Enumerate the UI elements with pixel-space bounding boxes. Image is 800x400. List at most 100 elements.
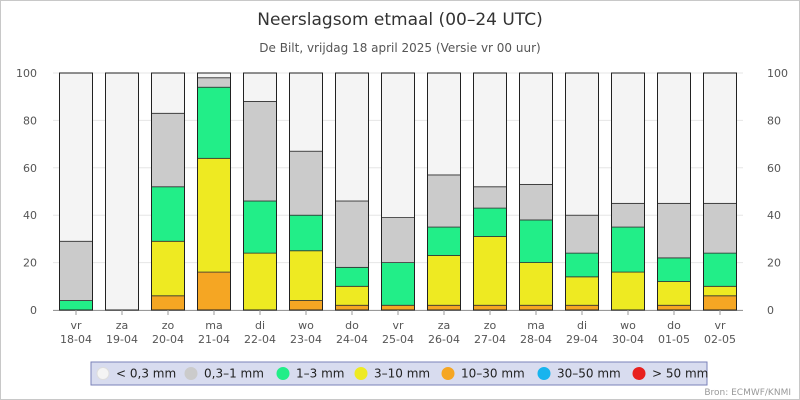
bar-segment[interactable] — [427, 174, 461, 228]
bar-segment[interactable] — [611, 202, 645, 228]
bar-segment[interactable] — [611, 271, 645, 311]
bar-segment[interactable] — [703, 295, 737, 311]
bar-segment[interactable] — [703, 252, 737, 287]
legend-item[interactable]: 3–10 mm — [354, 367, 430, 381]
bar-segment[interactable] — [611, 72, 645, 204]
bar-segment[interactable] — [197, 271, 231, 311]
legend-item[interactable]: 1–3 mm — [276, 367, 344, 381]
bar-segment[interactable] — [243, 101, 277, 202]
bar-segment[interactable] — [519, 262, 553, 306]
bar-segment[interactable] — [151, 72, 185, 114]
bar-segment[interactable] — [243, 252, 277, 311]
legend-item[interactable]: < 0,3 mm — [96, 367, 176, 381]
bar-segment[interactable] — [565, 214, 599, 254]
bar-segment[interactable] — [151, 186, 185, 242]
y-tick-label-right: 40 — [767, 209, 781, 222]
bar-stack-22-04[interactable] — [243, 72, 277, 311]
bar-stack-30-04[interactable] — [611, 72, 645, 311]
bar-segment[interactable] — [519, 183, 553, 221]
bar-stack-25-04[interactable] — [381, 72, 415, 311]
bar-segment[interactable] — [519, 219, 553, 264]
bar-segment[interactable] — [565, 252, 599, 278]
bar-stack-21-04[interactable] — [197, 72, 231, 311]
bar-segment[interactable] — [473, 186, 507, 209]
bar-segment[interactable] — [381, 217, 415, 264]
bar-segment[interactable] — [427, 72, 461, 176]
x-tick-date: 01-05 — [658, 333, 690, 346]
bar-segment[interactable] — [289, 72, 323, 152]
bar-segment[interactable] — [335, 200, 369, 268]
bar-segment[interactable] — [519, 72, 553, 185]
x-tick-day: do — [345, 319, 359, 332]
bar-segment[interactable] — [59, 240, 93, 301]
chart-credit: Bron: ECMWF/KNMI — [704, 388, 791, 398]
x-tick-date: 02-05 — [704, 333, 736, 346]
bar-segment[interactable] — [473, 304, 507, 311]
bar-segment[interactable] — [59, 300, 93, 311]
bar-stack-01-05[interactable] — [657, 72, 691, 311]
bar-segment[interactable] — [381, 262, 415, 306]
legend-item[interactable]: 30–50 mm — [537, 367, 621, 381]
bar-stack-02-05[interactable] — [703, 72, 737, 311]
bar-segment[interactable] — [565, 304, 599, 311]
bar-segment[interactable] — [381, 72, 415, 218]
bar-stack-29-04[interactable] — [565, 72, 599, 311]
bar-segment[interactable] — [657, 281, 691, 306]
bar-segment[interactable] — [565, 72, 599, 216]
bar-stack-23-04[interactable] — [289, 72, 323, 311]
bar-stack-19-04[interactable] — [105, 72, 139, 311]
bar-segment[interactable] — [335, 304, 369, 311]
legend-label: > 50 mm — [652, 367, 708, 381]
bar-segment[interactable] — [473, 72, 507, 188]
bar-segment[interactable] — [565, 276, 599, 306]
bar-segment[interactable] — [657, 202, 691, 259]
bar-segment[interactable] — [243, 72, 277, 102]
legend-swatch — [184, 367, 198, 380]
bar-segment[interactable] — [59, 72, 93, 242]
bar-segment[interactable] — [197, 157, 231, 273]
bar-stack-20-04[interactable] — [151, 72, 185, 311]
bar-segment[interactable] — [151, 295, 185, 311]
bar-segment[interactable] — [197, 72, 231, 79]
bar-segment[interactable] — [611, 226, 645, 273]
bar-stack-24-04[interactable] — [335, 72, 369, 311]
bar-segment[interactable] — [197, 86, 231, 159]
legend[interactable]: < 0,3 mm 0,3–1 mm 1–3 mm 3–10 mm 10–30 mm 30–… — [90, 361, 708, 386]
bar-stack-26-04[interactable] — [427, 72, 461, 311]
bar-segment[interactable] — [335, 72, 369, 202]
bar-segment[interactable] — [473, 236, 507, 306]
bar-segment[interactable] — [703, 202, 737, 254]
legend-swatch — [537, 367, 551, 380]
bar-segment[interactable] — [105, 72, 139, 311]
bar-segment[interactable] — [381, 304, 415, 311]
bar-segment[interactable] — [427, 226, 461, 256]
legend-label: 10–30 mm — [461, 367, 525, 381]
bar-stack-18-04[interactable] — [59, 72, 93, 311]
bar-segment[interactable] — [473, 207, 507, 237]
x-tick-day: vr — [714, 319, 726, 332]
bar-segment[interactable] — [151, 112, 185, 188]
bar-segment[interactable] — [289, 250, 323, 301]
bar-segment[interactable] — [335, 266, 369, 287]
bar-stack-27-04[interactable] — [473, 72, 507, 311]
bar-segment[interactable] — [657, 304, 691, 311]
bar-segment[interactable] — [703, 72, 737, 204]
bar-segment[interactable] — [657, 257, 691, 282]
bar-segment[interactable] — [703, 285, 737, 297]
bar-stack-28-04[interactable] — [519, 72, 553, 311]
bar-segment[interactable] — [243, 200, 277, 254]
bar-segment[interactable] — [657, 72, 691, 204]
bar-segment[interactable] — [519, 304, 553, 311]
bar-segment[interactable] — [427, 255, 461, 306]
legend-item[interactable]: 0,3–1 mm — [184, 367, 264, 381]
bar-segment[interactable] — [197, 77, 231, 88]
legend-item[interactable]: > 50 mm — [632, 367, 708, 381]
bar-segment[interactable] — [151, 240, 185, 297]
legend-item[interactable]: 10–30 mm — [441, 367, 525, 381]
bar-segment[interactable] — [289, 300, 323, 311]
bar-segment[interactable] — [335, 285, 369, 306]
x-tick-day: ma — [205, 319, 222, 332]
bar-segment[interactable] — [289, 214, 323, 252]
bar-segment[interactable] — [289, 150, 323, 216]
bar-segment[interactable] — [427, 304, 461, 311]
